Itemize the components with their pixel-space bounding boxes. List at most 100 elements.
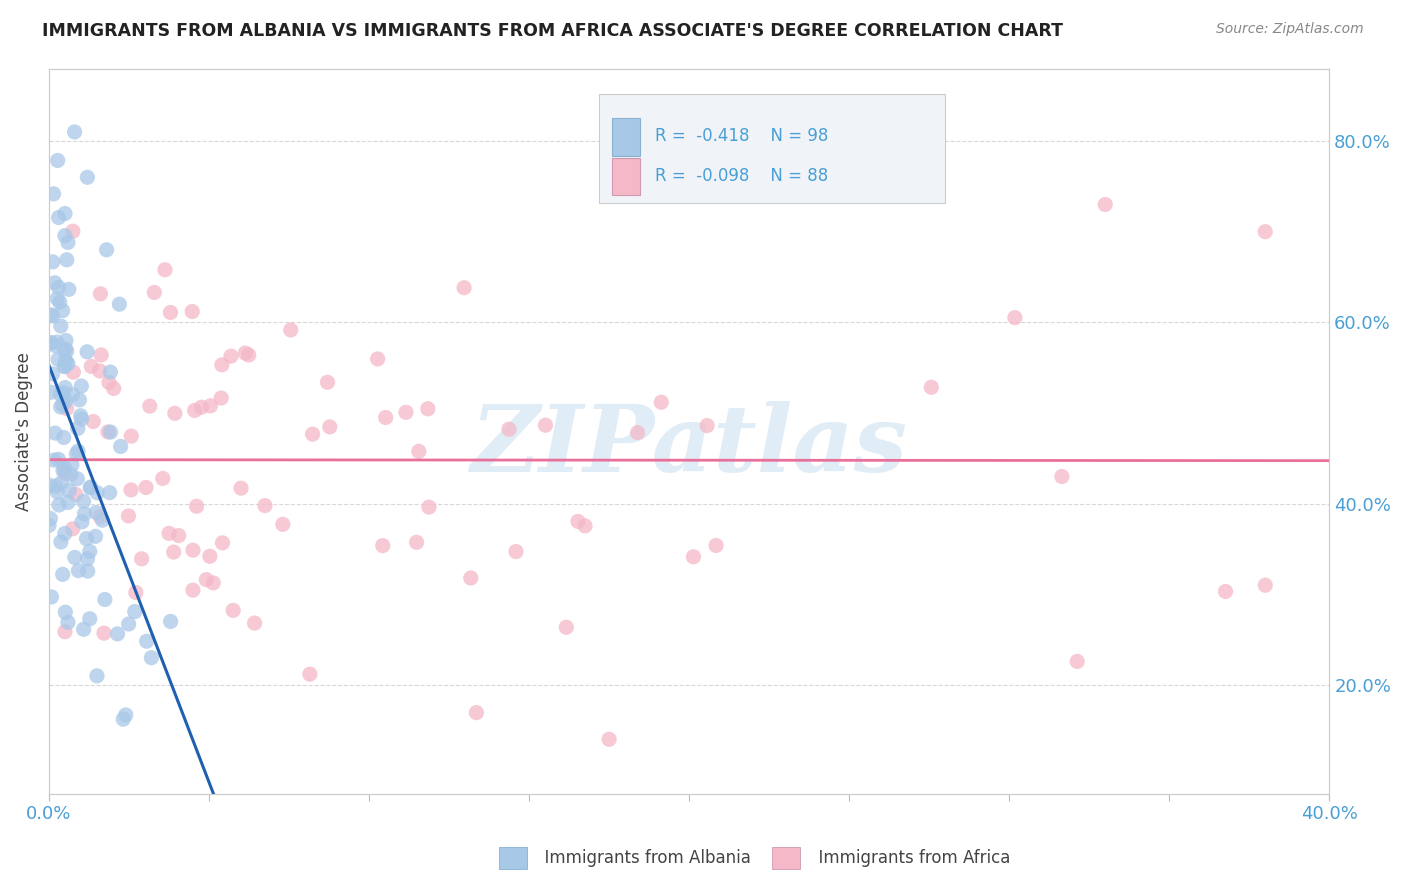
Point <box>63 550 86 565</box>
Point <box>198 549 221 564</box>
Point <box>84 529 107 543</box>
Point <box>1050 469 1073 483</box>
Point <box>52 430 75 444</box>
Point <box>86 669 108 683</box>
Point <box>86 485 108 500</box>
Point <box>89 364 111 378</box>
Point <box>94 592 117 607</box>
Point <box>45 479 67 493</box>
Point <box>84 506 107 520</box>
Point <box>53 359 76 374</box>
Point <box>76 564 98 578</box>
FancyBboxPatch shape <box>599 94 945 202</box>
Point <box>42 255 65 269</box>
Point <box>181 304 204 318</box>
Point <box>110 440 132 454</box>
Point <box>39 385 62 400</box>
Point <box>219 349 242 363</box>
Point <box>222 603 245 617</box>
Point <box>124 605 146 619</box>
Point <box>271 517 294 532</box>
Point <box>200 399 222 413</box>
Point <box>195 573 218 587</box>
Point <box>534 418 557 433</box>
Point <box>107 627 129 641</box>
Point <box>53 624 76 639</box>
Point <box>82 415 104 429</box>
Point <box>41 367 63 381</box>
Point <box>65 487 87 501</box>
Point <box>55 353 77 368</box>
Point <box>62 224 84 238</box>
Point <box>233 346 256 360</box>
Point <box>253 499 276 513</box>
Point <box>319 420 342 434</box>
Point <box>135 480 157 494</box>
Point <box>153 262 176 277</box>
Point <box>53 359 76 374</box>
Point <box>114 708 136 723</box>
Point <box>55 355 77 369</box>
Point <box>38 518 60 533</box>
FancyBboxPatch shape <box>612 158 641 195</box>
Point <box>120 483 142 497</box>
Point <box>52 398 75 412</box>
Text: R =  -0.098    N = 88: R = -0.098 N = 88 <box>655 167 828 185</box>
Point <box>52 303 75 318</box>
Point <box>79 481 101 495</box>
Point <box>163 406 186 420</box>
Point <box>44 426 66 441</box>
Point <box>53 462 76 476</box>
Point <box>53 343 76 357</box>
Point <box>367 351 389 366</box>
Point <box>1254 578 1277 592</box>
Point <box>157 526 180 541</box>
Point <box>44 276 66 290</box>
Point <box>98 485 121 500</box>
Point <box>131 551 153 566</box>
Point <box>80 359 103 374</box>
Point <box>67 564 90 578</box>
Point <box>55 343 77 358</box>
Point <box>90 348 112 362</box>
Point <box>505 544 527 558</box>
Point <box>70 515 93 529</box>
Point <box>125 585 148 599</box>
Point <box>100 425 122 439</box>
Point <box>1004 310 1026 325</box>
Point <box>62 522 84 536</box>
Point <box>598 732 620 747</box>
Point <box>72 623 94 637</box>
Point <box>181 543 204 558</box>
Point <box>405 535 427 549</box>
Point <box>59 467 82 482</box>
Point <box>135 634 157 648</box>
Point <box>574 519 596 533</box>
Point <box>65 447 87 461</box>
Text: Immigrants from Africa: Immigrants from Africa <box>808 849 1011 867</box>
Point <box>183 403 205 417</box>
Point <box>70 412 93 426</box>
Point <box>53 206 76 220</box>
Text: ZIPatlas: ZIPatlas <box>471 401 908 491</box>
Point <box>211 358 233 372</box>
Point <box>243 616 266 631</box>
Point <box>108 297 131 311</box>
Point <box>48 295 70 310</box>
Point <box>56 495 79 509</box>
Point <box>38 336 60 351</box>
Point <box>112 712 135 726</box>
Point <box>211 536 233 550</box>
Point <box>46 334 69 349</box>
Point <box>55 252 77 267</box>
Point <box>46 292 69 306</box>
FancyBboxPatch shape <box>612 118 641 155</box>
Point <box>69 409 91 423</box>
Point <box>98 376 121 390</box>
Point <box>418 500 440 515</box>
Point <box>159 615 181 629</box>
Point <box>53 228 76 243</box>
Point <box>70 379 93 393</box>
Point <box>48 280 70 294</box>
Point <box>45 339 67 353</box>
